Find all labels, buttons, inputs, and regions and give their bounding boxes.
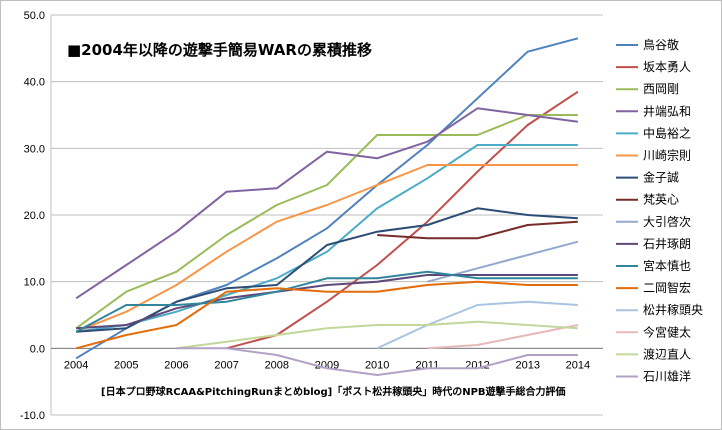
y-axis-ticks: -10.0 0.0 10.0 20.0 30.0 40.0 50.0	[20, 10, 45, 422]
x-tick-label: 2007	[214, 359, 238, 371]
legend-label: 井端弘和	[643, 104, 691, 118]
series-line	[176, 347, 578, 376]
x-tick-label: 2010	[365, 359, 389, 371]
legend-label: 梵英心	[643, 193, 679, 207]
series-line	[376, 300, 578, 350]
chart-caption: [日本プロ野球RCAA&PitchingRunまとめblog]「ポスト松井稼頭央…	[101, 385, 566, 398]
series-line	[75, 270, 578, 333]
series-line	[427, 324, 579, 350]
series-line	[75, 114, 578, 330]
legend-label: 鳥谷敬	[643, 37, 679, 52]
series-lines	[75, 37, 579, 376]
legend-label: 二岡智宏	[643, 280, 691, 295]
chart-title: ■2004年以降の遊撃手簡易WARの累積推移	[67, 41, 372, 59]
legend-label: 宮本慎也	[643, 258, 691, 273]
series-line	[75, 280, 578, 350]
series-line	[377, 220, 578, 240]
legend-label: 坂本勇人	[643, 60, 691, 74]
y-tick-label: 40.0	[24, 77, 45, 89]
legend-label: 渡辺直人	[643, 346, 691, 361]
x-tick-label: 2005	[114, 359, 138, 371]
x-tick-label: 2013	[515, 359, 539, 371]
legend-label: 川崎宗則	[643, 148, 691, 163]
series-line	[75, 37, 579, 360]
legend-label: 石井琢朗	[643, 237, 691, 251]
x-tick-label: 2004	[64, 359, 88, 371]
x-tick-label: 2008	[265, 359, 289, 371]
y-tick-label: 50.0	[24, 10, 45, 22]
series-line	[76, 274, 578, 330]
series-line	[75, 107, 579, 300]
legend-label: 西岡剛	[643, 82, 679, 96]
y-tick-label: 10.0	[24, 277, 45, 289]
y-tick-label: 0.0	[30, 343, 45, 355]
legend-label: 大引啓次	[643, 214, 691, 229]
legend-label: 今宮健太	[643, 324, 691, 339]
y-tick-label: -10.0	[20, 410, 45, 422]
y-tick-label: 20.0	[24, 210, 45, 222]
x-tick-label: 2006	[164, 359, 188, 371]
legend-label: 石川雄洋	[643, 369, 691, 384]
legend-label: 松井稼頭央	[643, 302, 703, 317]
legend-label: 金子誠	[643, 170, 679, 185]
series-line	[76, 207, 578, 333]
series-line	[75, 164, 578, 333]
series-line	[75, 144, 578, 333]
y-tick-label: 30.0	[24, 143, 45, 155]
legend: 鳥谷敬坂本勇人西岡剛井端弘和中島裕之川崎宗則金子誠梵英心大引啓次石井琢朗宮本慎也…	[616, 37, 703, 384]
legend-label: 中島裕之	[643, 125, 691, 140]
x-axis-ticks: 2004 2005 2006 2007 2008 2009 2010 2011 2012 2013…	[64, 359, 590, 371]
series-line	[176, 320, 578, 350]
x-tick-label: 2014	[566, 359, 590, 371]
series-line	[226, 90, 579, 350]
